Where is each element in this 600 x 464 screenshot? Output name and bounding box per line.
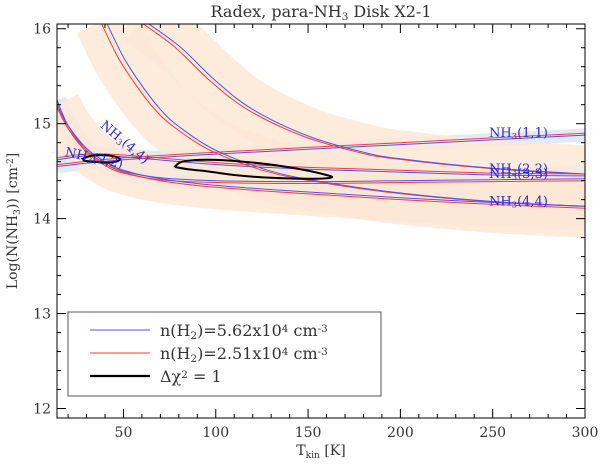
x-tick-label: 250 xyxy=(479,425,506,441)
y-axis-label: Log(N(NH3)) [cm-2] xyxy=(5,153,23,289)
y-tick-label: 12 xyxy=(33,402,51,418)
contour-0 xyxy=(80,153,121,164)
legend-label: n(H2)=5.62x104 cm-3 xyxy=(160,321,328,342)
chart-title: Radex, para-NH3 Disk X2-1 xyxy=(211,2,432,23)
y-tick-label: 13 xyxy=(33,307,51,323)
curve-label-1: NH3(2,2) xyxy=(489,162,548,177)
legend-box xyxy=(67,311,382,397)
blue-line-nh3-1-1- xyxy=(57,134,585,167)
blue-line-nh3-3-3- xyxy=(147,24,585,175)
axes: 50 100 150 200 250 300 12 13 14 15 16 xyxy=(33,22,598,441)
curve-label-2: NH3(3,3) xyxy=(489,167,548,182)
curve-label-5: NH3(2,2) xyxy=(63,145,124,172)
legend-label: Δχ2 = 1 xyxy=(160,367,222,386)
x-tick-label: 50 xyxy=(115,425,133,441)
y-tick-label: 16 xyxy=(33,22,51,38)
blue-line-nh3-4-4-flat xyxy=(57,104,585,207)
x-tick-label: 300 xyxy=(572,425,599,441)
legend: n(H2)=5.62x104 cm-3n(H2)=2.51x104 cm-3 Δχ… xyxy=(67,311,382,397)
titles: Radex, para-NH3 Disk X2-1 Tkin [K] Log(N(N… xyxy=(5,2,432,461)
y-tick-label: 15 xyxy=(33,117,51,133)
x-tick-label: 100 xyxy=(202,425,229,441)
legend-label: n(H2)=2.51x104 cm-3 xyxy=(160,344,328,365)
series-lines xyxy=(57,24,585,209)
contour-1 xyxy=(173,158,334,180)
delta-chi2-contours xyxy=(80,153,334,180)
x-axis-label: Tkin [K] xyxy=(296,443,345,461)
x-tick-label: 200 xyxy=(387,425,414,441)
curve-label-0: NH3(1,1) xyxy=(489,126,548,141)
curve-label-3: NH3(4,4) xyxy=(489,194,548,209)
x-tick-label: 150 xyxy=(295,425,322,441)
red-line-nh3-4-4-flat xyxy=(57,107,585,209)
red-line-nh3-1-1- xyxy=(57,132,585,165)
y-tick-label: 14 xyxy=(33,212,51,228)
blue-line-nh3-4-4-steep xyxy=(106,24,585,207)
plot-frame xyxy=(56,23,586,419)
